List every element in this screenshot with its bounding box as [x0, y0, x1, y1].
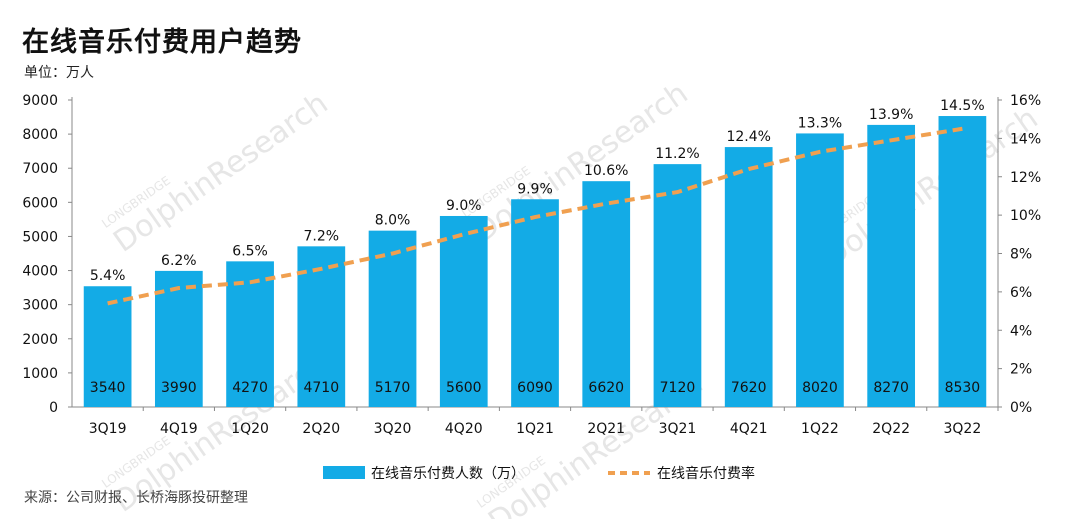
- x-tick-label: 4Q21: [730, 421, 768, 437]
- bar: [653, 164, 702, 407]
- x-tick-label: 4Q19: [160, 421, 198, 437]
- rate-value-label: 10.6%: [584, 163, 628, 179]
- rate-value-label: 13.3%: [798, 115, 842, 131]
- rate-line: [107, 126, 963, 306]
- bar-value-label: 6620: [588, 380, 624, 396]
- legend-line-label: 在线音乐付费率: [657, 465, 755, 482]
- bar-value-label: 3990: [161, 380, 197, 396]
- bar: [724, 147, 773, 407]
- rate-value-label: 12.4%: [726, 129, 770, 145]
- rate-value-label: 5.4%: [90, 268, 126, 284]
- bar-value-label: 3540: [90, 380, 126, 396]
- bar-value-label: 8270: [873, 380, 909, 396]
- bar: [439, 215, 488, 407]
- rate-value-label: 13.9%: [869, 107, 913, 123]
- x-tick-label: 2Q20: [302, 421, 340, 437]
- bar: [867, 124, 916, 407]
- bar: [796, 133, 844, 407]
- bar-value-label: 5600: [446, 380, 482, 396]
- rate-value-label: 6.5%: [232, 243, 268, 259]
- rate-value-label: 9.9%: [517, 181, 553, 197]
- bar: [582, 181, 631, 407]
- bar: [154, 270, 203, 407]
- y-left-tick-label: 5000: [22, 229, 58, 245]
- bar-value-label: 8530: [945, 380, 981, 396]
- x-tick-label: 2Q21: [587, 421, 625, 437]
- y-right-tick-label: 6%: [1010, 285, 1032, 301]
- bar-value-label: 4270: [232, 380, 268, 396]
- x-tick-label: 1Q22: [801, 421, 839, 437]
- y-left-tick-label: 9000: [22, 93, 58, 109]
- unit-label: 单位：万人: [24, 65, 94, 81]
- y-right-tick-label: 10%: [1010, 208, 1041, 224]
- y-left-tick-label: 4000: [22, 264, 58, 280]
- y-left-tick-label: 8000: [22, 127, 58, 143]
- x-tick-label: 3Q21: [659, 421, 697, 437]
- x-tick-label: 4Q20: [445, 421, 483, 437]
- rate-value-label: 9.0%: [446, 198, 482, 214]
- y-right-tick-label: 14%: [1010, 131, 1041, 147]
- y-left-tick-label: 7000: [22, 161, 58, 177]
- y-left-tick-label: 6000: [22, 195, 58, 211]
- bar: [511, 199, 559, 407]
- rate-value-label: 7.2%: [304, 228, 340, 244]
- bar-value-label: 5170: [375, 380, 411, 396]
- rate-value-label: 8.0%: [375, 213, 411, 229]
- chart-title: 在线音乐付费用户趋势: [22, 27, 302, 58]
- x-tick-label: 2Q22: [872, 421, 910, 437]
- x-tick-label: 1Q20: [231, 421, 269, 437]
- y-right-tick-label: 8%: [1010, 247, 1032, 263]
- bar: [226, 261, 274, 407]
- y-left-tick-label: 1000: [22, 366, 58, 382]
- rate-value-label: 11.2%: [655, 146, 699, 162]
- y-right-tick-label: 4%: [1010, 323, 1032, 339]
- source-note: 来源：公司财报、长桥海豚投研整理: [24, 490, 248, 506]
- y-left-tick-label: 0: [49, 400, 58, 416]
- y-right-tick-label: 16%: [1010, 93, 1041, 109]
- bar: [83, 286, 132, 407]
- legend-bar-swatch: [323, 466, 365, 479]
- bar-value-label: 4710: [303, 380, 339, 396]
- y-right-tick-label: 2%: [1010, 362, 1032, 378]
- y-left-tick-label: 3000: [22, 298, 58, 314]
- x-tick-label: 1Q21: [516, 421, 554, 437]
- bar-value-label: 7120: [660, 380, 696, 396]
- svg-text:DolphinResearch: DolphinResearch: [107, 86, 334, 260]
- y-left-tick-label: 2000: [22, 332, 58, 348]
- x-tick-label: 3Q19: [89, 421, 127, 437]
- y-right-tick-label: 0%: [1010, 400, 1032, 416]
- y-right-tick-label: 12%: [1010, 170, 1041, 186]
- bar: [938, 116, 987, 407]
- bar-value-label: 7620: [731, 380, 767, 396]
- bar: [368, 230, 417, 407]
- rate-value-label: 14.5%: [940, 98, 984, 114]
- rate-value-label: 6.2%: [161, 253, 197, 269]
- x-tick-label: 3Q20: [374, 421, 412, 437]
- bar-value-label: 8020: [802, 380, 838, 396]
- legend-bar-label: 在线音乐付费人数（万）: [371, 465, 525, 482]
- bar-value-label: 6090: [517, 380, 553, 396]
- x-tick-label: 3Q22: [944, 421, 982, 437]
